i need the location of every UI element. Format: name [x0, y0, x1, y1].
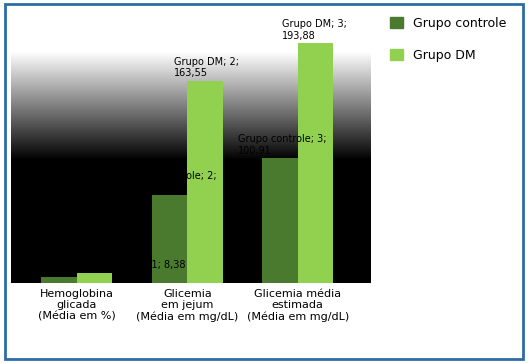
Bar — [152, 195, 187, 283]
Text: Grupo controle; 1;
5,14: Grupo controle; 1; 5,14 — [17, 253, 106, 274]
Text: Grupo DM; 2;
163,55: Grupo DM; 2; 163,55 — [174, 57, 239, 78]
Text: Grupo DM; 1; 8,38: Grupo DM; 1; 8,38 — [96, 260, 185, 270]
Bar — [42, 277, 77, 283]
Bar — [77, 273, 112, 283]
Legend: Grupo controle, Grupo DM: Grupo controle, Grupo DM — [390, 17, 506, 62]
Bar — [187, 81, 223, 283]
Text: Grupo controle; 3;
100,91: Grupo controle; 3; 100,91 — [238, 134, 327, 156]
Text: Grupo DM; 3;
193,88: Grupo DM; 3; 193,88 — [282, 19, 347, 41]
Bar — [298, 43, 333, 283]
Bar — [262, 158, 298, 283]
Text: Grupo controle; 2;
71,00: Grupo controle; 2; 71,00 — [128, 171, 216, 193]
